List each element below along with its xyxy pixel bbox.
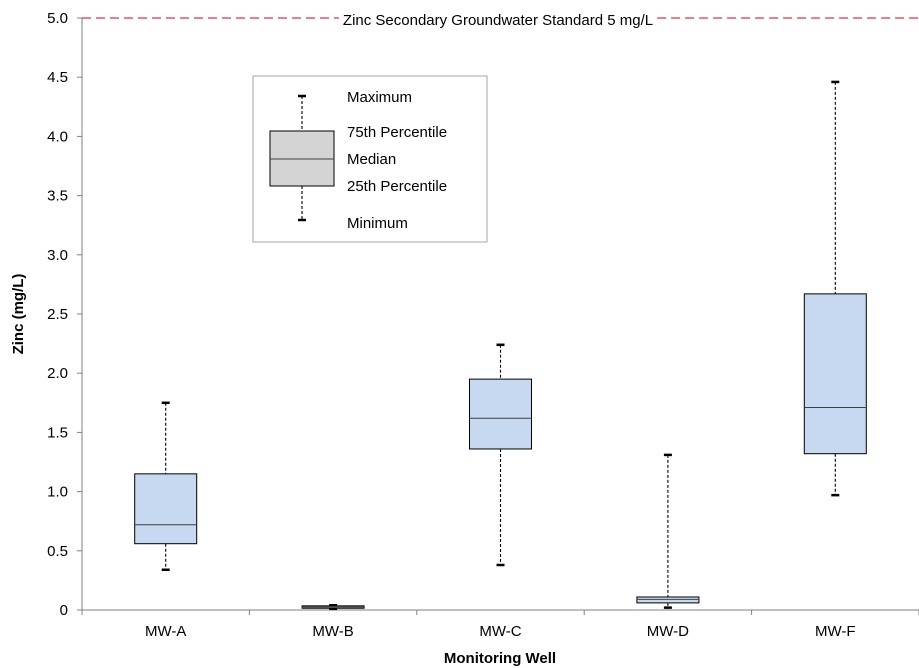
box-iqr bbox=[134, 473, 198, 545]
y-tick-label: 3.0 bbox=[47, 247, 68, 264]
y-tick-label: 5.0 bbox=[47, 10, 68, 27]
y-axis-title: Zinc (mg/L) bbox=[10, 274, 27, 355]
box-series bbox=[134, 80, 867, 611]
x-tick-label: MW-B bbox=[312, 623, 353, 640]
reference-line-label: Zinc Secondary Groundwater Standard 5 mg… bbox=[343, 12, 653, 29]
box-iqr bbox=[636, 596, 700, 604]
x-tick-label: MW-A bbox=[145, 623, 186, 640]
y-tick-label: 4.5 bbox=[47, 69, 68, 86]
x-axis-title: Monitoring Well bbox=[444, 650, 556, 667]
y-tick-label: 1.0 bbox=[47, 484, 68, 501]
box-iqr bbox=[803, 293, 867, 455]
legend-label-minimum: Minimum bbox=[347, 215, 408, 232]
box-mw-b bbox=[301, 604, 365, 611]
y-tick-label: 4.0 bbox=[47, 128, 68, 145]
legend-label-maximum: Maximum bbox=[347, 89, 412, 106]
y-tick-label: 3.5 bbox=[47, 188, 68, 205]
y-ticks: 0 0.5 1.0 1.5 2.0 2.5 3.0 3.5 4.0 4.5 5.0 bbox=[47, 10, 82, 619]
x-tick-label: MW-D bbox=[647, 623, 689, 640]
legend-label-25th-percentile: 25th Percentile bbox=[347, 178, 447, 195]
y-tick-label: 1.5 bbox=[47, 424, 68, 441]
box-mw-c bbox=[469, 343, 532, 567]
y-tick-label: 0.5 bbox=[47, 543, 68, 560]
y-tick-label: 2.5 bbox=[47, 306, 68, 323]
legend: Maximum 75th Percentile Median 25th Perc… bbox=[252, 75, 488, 243]
box-mw-a bbox=[134, 401, 198, 571]
box-mw-d bbox=[636, 453, 700, 609]
box-mw-f bbox=[803, 80, 867, 497]
x-ticks: MW-A MW-B MW-C MW-D MW-F bbox=[81, 610, 919, 640]
legend-label-75th-percentile: 75th Percentile bbox=[347, 124, 447, 141]
y-tick-label: 0 bbox=[60, 602, 68, 619]
legend-label-median: Median bbox=[347, 151, 396, 168]
y-tick-label: 2.0 bbox=[47, 365, 68, 382]
box-iqr bbox=[469, 378, 532, 450]
reference-line: Zinc Secondary Groundwater Standard 5 mg… bbox=[82, 12, 919, 29]
x-tick-label: MW-F bbox=[815, 623, 856, 640]
x-tick-label: MW-C bbox=[479, 623, 521, 640]
